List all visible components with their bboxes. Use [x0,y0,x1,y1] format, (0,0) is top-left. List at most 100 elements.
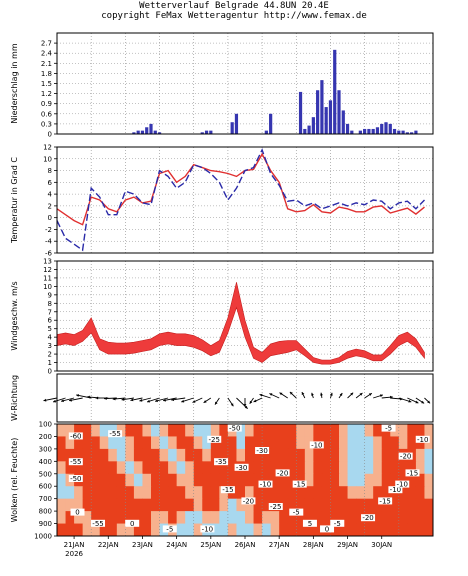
cloud-contour-bg [68,458,83,466]
cloud-cell [415,511,425,525]
cloud-cell [99,523,109,537]
x-day-label: 26JAN [235,541,256,549]
precip-bar [324,107,328,134]
cloud-cell [245,486,255,500]
cloud-cell [168,473,178,487]
cloud-cell [142,523,152,537]
cloud-cell [210,448,220,462]
cloud-cell [270,424,280,437]
precip-bar [316,90,320,134]
cloud-cell [99,498,109,512]
cloud-cell [176,486,186,500]
cloud-cell [99,473,109,487]
wind-y-label: 1 [48,359,52,367]
wind-arrow-head [415,400,419,404]
precip-bar [234,113,239,134]
cloud-cell [424,424,434,437]
cloud-cell [142,436,152,450]
cloud-cell [219,523,229,537]
cloud-cell [159,424,169,437]
cloud-contour-label: -50 [229,425,240,433]
cloud-cell [202,486,212,500]
cloud-cell [99,511,109,525]
cloud-contour-bg [405,469,420,477]
cloud-cell [398,486,408,500]
temp-y-label: -2 [45,226,52,234]
cloud-contour-bg [91,519,106,527]
cloud-contour-label: -30 [256,447,267,455]
cloud-cell [159,511,169,525]
cloud-cell [202,448,212,462]
cloud-cell [133,511,143,525]
cloud-cell [279,473,289,487]
cloud-cell [356,511,366,525]
cloud-cell [424,448,434,462]
cloud-cell [356,486,366,500]
cloud-cell [99,486,109,500]
cloud-cell [99,436,109,450]
cloud-cell [407,498,417,512]
cloud-cell [245,424,255,437]
wind-y-label: 4 [48,334,53,342]
cloud-cell [304,424,314,437]
cloud-contour-bg [200,525,215,533]
cloud-cell [270,511,280,525]
wind-arrow-head [427,400,431,404]
precip-y-label: 0.6 [41,110,53,118]
wind-arrow-head [53,399,57,403]
wind-y-label: 9 [48,291,52,299]
cloud-cell [227,461,237,475]
precip-bar [341,110,345,134]
cloud-cell [339,448,349,462]
wind-arrow-head [329,392,333,396]
cloud-cell [262,461,272,475]
cloud-contour-bg [381,424,396,432]
wind-arrow-head [130,398,134,402]
cloud-contour-label: -55 [92,520,103,528]
cloud-cell [330,523,340,537]
cloud-cell [176,473,186,487]
cloud-contour-label: 0 [130,520,134,528]
cloud-cell [185,523,195,537]
cloud-cell [185,486,195,500]
cloud-cell [185,461,195,475]
cloud-cell [347,511,357,525]
cloud-cell [108,486,118,500]
cloud-cell [185,448,195,462]
cloud-cell [330,498,340,512]
wind-arrow-head [249,400,253,404]
cloud-cell [65,486,75,500]
cloud-cell [74,523,84,537]
cloud-cell [57,461,67,475]
temp-y-label: 2 [48,202,52,210]
cloud-contour-label: -25 [270,503,281,511]
cloud-cell [219,436,229,450]
cloud-cell [415,498,425,512]
cloud-cell [304,473,314,487]
cloud-cell [381,436,391,450]
cloud-cell [424,486,434,500]
cloud-contour-label: -5 [385,425,392,433]
cloud-cell [339,486,349,500]
cloud-cell [74,498,84,512]
clouds-y-label: 700 [39,495,52,503]
cloud-cell [57,473,67,487]
wind-arrow-head [61,399,64,403]
cloud-cell [236,436,246,450]
cloud-cell [262,486,272,500]
cloud-cell [74,436,84,450]
cloud-contour-label: 0 [75,509,79,517]
cloud-cell [185,511,195,525]
wind-arrow-head [408,399,412,403]
cloud-cell [176,498,186,512]
wind-arrow-head [203,400,207,403]
cloud-cell [313,486,323,500]
wind-arrow-head [43,398,47,402]
cloud-cell [108,436,118,450]
precip-y-label: 0 [48,131,52,139]
cloud-contour-label: -10 [397,481,408,489]
cloud-cell [210,424,220,437]
cloud-cell [381,448,391,462]
cloud-contour-bg [398,452,413,460]
cloud-cell [270,486,280,500]
